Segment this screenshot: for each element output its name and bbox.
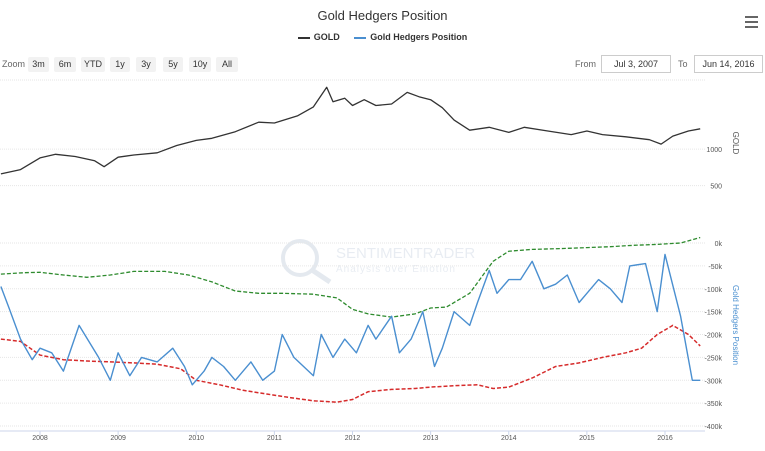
series-layer — [0, 86, 701, 403]
from-date-input[interactable]: Jul 3, 2007 — [601, 55, 671, 73]
legend-swatch-hedgers — [354, 36, 367, 39]
x-tick-label: 2016 — [657, 435, 673, 442]
x-tick-label: 2011 — [267, 435, 282, 442]
legend-item-gold[interactable]: GOLD — [297, 32, 340, 42]
legend: GOLD Gold Hedgers Position — [0, 32, 765, 42]
zoom-3y-button[interactable]: 3y — [136, 57, 156, 72]
zoom-1y-button[interactable]: 1y — [110, 57, 130, 72]
legend-label-hedgers: Gold Hedgers Position — [370, 32, 468, 42]
hedgers-y-axis: 0k -50k -100k -150k -200k -250k -300k -350k -400… — [704, 241, 740, 431]
x-tick-label: 2012 — [345, 435, 361, 442]
hedgers-tick-label: -350k — [704, 401, 722, 408]
gold-tick-label: 500 — [710, 184, 722, 191]
gold-y-axis: 500 1000 GOLD — [706, 132, 740, 191]
zoom-ytd-button[interactable]: YTD — [81, 57, 105, 72]
watermark-magnifier-handle — [310, 267, 332, 285]
hedgers-axis-title: Gold Hedgers Position — [731, 285, 740, 365]
chart-title: Gold Hedgers Position — [317, 8, 448, 23]
watermark-magnifier-icon — [281, 239, 319, 277]
x-tick-label: 2008 — [32, 435, 48, 442]
to-label: To — [678, 59, 688, 69]
hedgers-tick-label: -50k — [708, 264, 722, 271]
watermark-line2: Analysis over Emotion — [336, 264, 456, 275]
menu-bar-3 — [745, 26, 758, 28]
hedgers-tick-label: -300k — [704, 378, 722, 385]
gold-price-line — [0, 86, 701, 175]
gridlines — [0, 79, 705, 427]
legend-item-hedgers[interactable]: Gold Hedgers Position — [354, 32, 467, 42]
x-tick-label: 2013 — [423, 435, 439, 442]
to-date-input[interactable]: Jun 14, 2016 — [694, 55, 763, 73]
watermark: SENTIMENTRADER Analysis over Emotion — [281, 239, 475, 285]
hedgers-position-line — [0, 253, 701, 386]
hedgers-tick-label: -400k — [704, 424, 722, 431]
x-tick-label: 2010 — [188, 435, 204, 442]
zoom-5y-button[interactable]: 5y — [163, 57, 183, 72]
hedgers-tick-label: -200k — [704, 333, 722, 340]
watermark-line1: SENTIMENTRADER — [336, 245, 475, 262]
menu-bar-2 — [745, 21, 758, 23]
gold-axis-title: GOLD — [731, 132, 740, 155]
legend-label-gold: GOLD — [313, 32, 340, 42]
x-tick-label: 2009 — [110, 435, 126, 442]
zoom-6m-button[interactable]: 6m — [54, 57, 76, 72]
legend-swatch-gold — [297, 36, 310, 39]
upper-band-line — [0, 236, 701, 318]
x-axis: 2008 2009 2010 2011 2012 2013 2014 2015 2016 — [0, 430, 705, 442]
zoom-label: Zoom — [2, 59, 26, 69]
zoom-10y-button[interactable]: 10y — [189, 57, 211, 72]
hedgers-tick-label: -150k — [704, 310, 722, 317]
from-label: From — [575, 59, 596, 69]
hamburger-menu-icon[interactable] — [745, 16, 758, 28]
lower-band-line — [0, 324, 701, 403]
hedgers-tick-label: -100k — [704, 287, 722, 294]
zoom-all-button[interactable]: All — [216, 57, 238, 72]
x-tick-label: 2014 — [501, 435, 517, 442]
zoom-3m-button[interactable]: 3m — [28, 57, 49, 72]
menu-bar-1 — [745, 16, 758, 18]
gold-tick-label: 1000 — [706, 147, 722, 154]
hedgers-tick-label: 0k — [715, 241, 723, 248]
hedgers-tick-label: -250k — [704, 355, 722, 362]
x-tick-label: 2015 — [579, 435, 595, 442]
